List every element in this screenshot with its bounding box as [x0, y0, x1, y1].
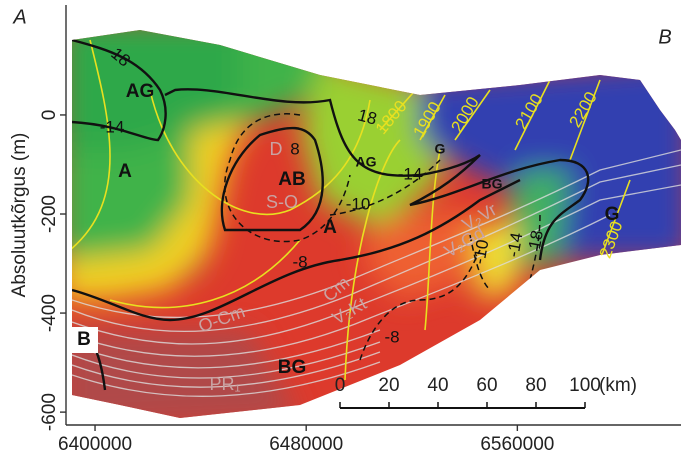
annotation: S-O	[266, 192, 298, 212]
annotation: -14	[398, 164, 423, 183]
annotation: 18	[525, 229, 547, 251]
annotation: PR₁	[209, 374, 240, 394]
annotation: B	[77, 329, 91, 350]
scale-tick-label: 0	[335, 375, 346, 396]
chart: Absoluutkõrgus (m) 020406080100(km) 6400…	[0, 0, 681, 460]
annotation: BG	[278, 357, 307, 378]
scale-tick-label: 80	[525, 375, 546, 396]
y-axis-label: Absoluutkõrgus (m)	[9, 133, 30, 298]
scale-bar: 0 20 40 60 80 100(km)	[335, 375, 637, 408]
annotation: A	[12, 6, 26, 28]
annotation: 8	[290, 139, 299, 158]
annotation: BG	[482, 176, 503, 192]
x-tick-label: 6560000	[480, 434, 554, 455]
annotation: G	[435, 141, 446, 157]
annotation: AG	[356, 154, 377, 170]
annotation: -14	[100, 117, 125, 136]
y-tick-label: -400	[39, 294, 60, 332]
scale-tick-label: 100	[569, 375, 601, 396]
y-tick-label: -200	[39, 195, 60, 233]
x-tick-label: 6480000	[269, 434, 343, 455]
annotation: A	[323, 217, 337, 238]
annotation: -10	[346, 194, 371, 213]
scale-tick-label: 20	[378, 375, 399, 396]
x-tick-label: 6400000	[58, 434, 132, 455]
annotation: -8	[384, 327, 399, 346]
annotation: AG	[126, 81, 155, 102]
annotation: -8	[292, 252, 307, 271]
scale-tick-label: 40	[427, 375, 448, 396]
scale-tick-label: 60	[476, 375, 497, 396]
annotation: A	[118, 161, 132, 182]
y-tick-label: 0	[39, 110, 60, 121]
annotation: B	[658, 26, 671, 48]
annotation: D	[270, 139, 283, 159]
annotation: AB	[278, 169, 305, 190]
scale-unit: (km)	[599, 375, 637, 396]
y-tick-label: -600	[39, 393, 60, 431]
